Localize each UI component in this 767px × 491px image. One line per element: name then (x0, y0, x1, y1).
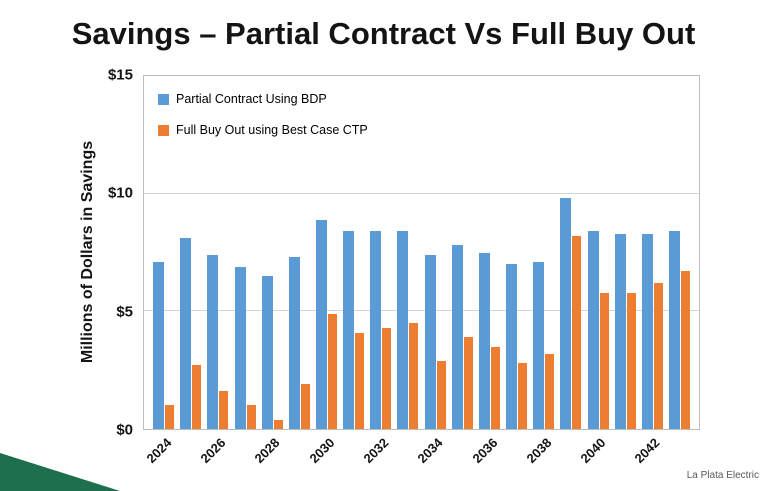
y-tick-label: $5 (116, 303, 133, 321)
legend-label-partial-contract: Partial Contract Using BDP (176, 92, 327, 106)
bar-full-buyout-2032 (382, 327, 392, 429)
bar-group-2028: 2028 (252, 76, 286, 466)
bar-full-buyout-2037 (518, 363, 528, 429)
bar-full-buyout-2038 (545, 353, 555, 429)
page-title: Savings – Partial Contract Vs Full Buy O… (71, 16, 696, 51)
bar-partial-contract-2043 (669, 231, 681, 429)
legend-label-full-buyout: Full Buy Out using Best Case CTP (176, 123, 368, 137)
bar-partial-contract-2034 (424, 254, 436, 429)
bar-partial-contract-2027 (234, 266, 246, 429)
bar-full-buyout-2040 (599, 292, 609, 429)
bar-partial-contract-2040 (587, 231, 599, 429)
legend-item-partial-contract: Partial Contract Using BDP (158, 92, 368, 106)
bar-full-buyout-2043 (681, 271, 691, 429)
bar-group-2026: 2026 (197, 76, 231, 466)
bar-partial-contract-2038 (533, 261, 545, 429)
bar-group-2041 (612, 76, 639, 429)
x-tick-label-2030: 2030 (306, 435, 338, 467)
bar-full-buyout-2035 (463, 337, 473, 429)
bar-full-buyout-2030 (328, 313, 338, 429)
bar-partial-contract-2041 (614, 233, 626, 429)
bar-partial-contract-2031 (343, 231, 355, 429)
bar-partial-contract-2029 (288, 257, 300, 429)
bar-partial-contract-2035 (451, 245, 463, 429)
bar-group-2024: 2024 (143, 76, 177, 466)
bar-partial-contract-2028 (261, 276, 273, 429)
bar-partial-contract-2033 (397, 231, 409, 429)
bar-partial-contract-2042 (641, 233, 653, 429)
bar-full-buyout-2036 (490, 346, 500, 429)
footer-credit: La Plata Electric (686, 470, 759, 481)
y-tick-label: $15 (107, 66, 133, 84)
bar-partial-contract-2025 (180, 238, 192, 429)
bar-group-2027 (231, 76, 258, 429)
legend-item-full-buyout: Full Buy Out using Best Case CTP (158, 123, 368, 137)
bar-group-2038: 2038 (523, 76, 557, 466)
bar-partial-contract-2032 (370, 231, 382, 429)
bar-full-buyout-2024 (165, 405, 175, 429)
bar-full-buyout-2041 (626, 292, 636, 429)
bar-group-2042: 2042 (632, 76, 666, 466)
bar-partial-contract-2039 (560, 198, 572, 429)
bar-full-buyout-2026 (219, 391, 229, 429)
plot-area: Partial Contract Using BDP Full Buy Out … (143, 75, 700, 466)
bar-group-2030: 2030 (306, 76, 340, 466)
bar-partial-contract-2037 (506, 264, 518, 429)
x-tick-label-2032: 2032 (360, 435, 392, 467)
bar-group-2037 (503, 76, 530, 429)
x-tick-label-2026: 2026 (197, 435, 229, 467)
bar-group-2031 (340, 76, 367, 429)
bar-groups: 2024 2026 2028 2030 2032 2034 2036 2038 2040 2042 (143, 76, 699, 466)
bar-group-2040: 2040 (578, 76, 612, 466)
bar-group-2043 (666, 76, 693, 429)
legend: Partial Contract Using BDP Full Buy Out … (158, 92, 368, 154)
bar-group-2033 (394, 76, 421, 429)
x-tick-label-2036: 2036 (469, 435, 501, 467)
gridline (144, 192, 699, 194)
bar-full-buyout-2029 (300, 384, 310, 429)
x-tick-label-2040: 2040 (577, 435, 609, 467)
bar-group-2039 (557, 76, 584, 429)
bar-full-buyout-2039 (572, 236, 582, 429)
legend-swatch-blue (158, 93, 169, 105)
bar-full-buyout-2034 (436, 360, 446, 429)
bar-group-2035 (449, 76, 476, 429)
bar-partial-contract-2026 (207, 254, 219, 429)
y-axis-ticks: $0 $5 $10 $15 (95, 67, 137, 439)
x-tick-label-2038: 2038 (523, 435, 555, 467)
gridline (144, 310, 699, 312)
bar-group-2034: 2034 (415, 76, 449, 466)
bar-full-buyout-2031 (355, 332, 365, 429)
legend-swatch-orange (158, 124, 169, 136)
bar-full-buyout-2033 (409, 323, 419, 429)
bar-full-buyout-2042 (653, 283, 663, 429)
x-tick-label-2024: 2024 (143, 435, 175, 467)
bar-partial-contract-2024 (153, 261, 165, 429)
bar-group-2032: 2032 (360, 76, 394, 466)
bar-partial-contract-2036 (478, 252, 490, 429)
x-tick-label-2034: 2034 (414, 435, 446, 467)
bar-partial-contract-2030 (316, 219, 328, 429)
corner-triangle-decoration (0, 453, 120, 491)
bar-full-buyout-2027 (246, 405, 256, 429)
x-tick-label-2042: 2042 (631, 435, 663, 467)
y-tick-label: $0 (116, 421, 133, 439)
bar-full-buyout-2028 (273, 419, 283, 429)
y-tick-label: $10 (107, 184, 133, 202)
bar-group-2025 (177, 76, 204, 429)
bar-group-2036: 2036 (469, 76, 503, 466)
x-tick-label-2028: 2028 (251, 435, 283, 467)
bar-group-2029 (286, 76, 313, 429)
bar-full-buyout-2025 (192, 365, 202, 429)
